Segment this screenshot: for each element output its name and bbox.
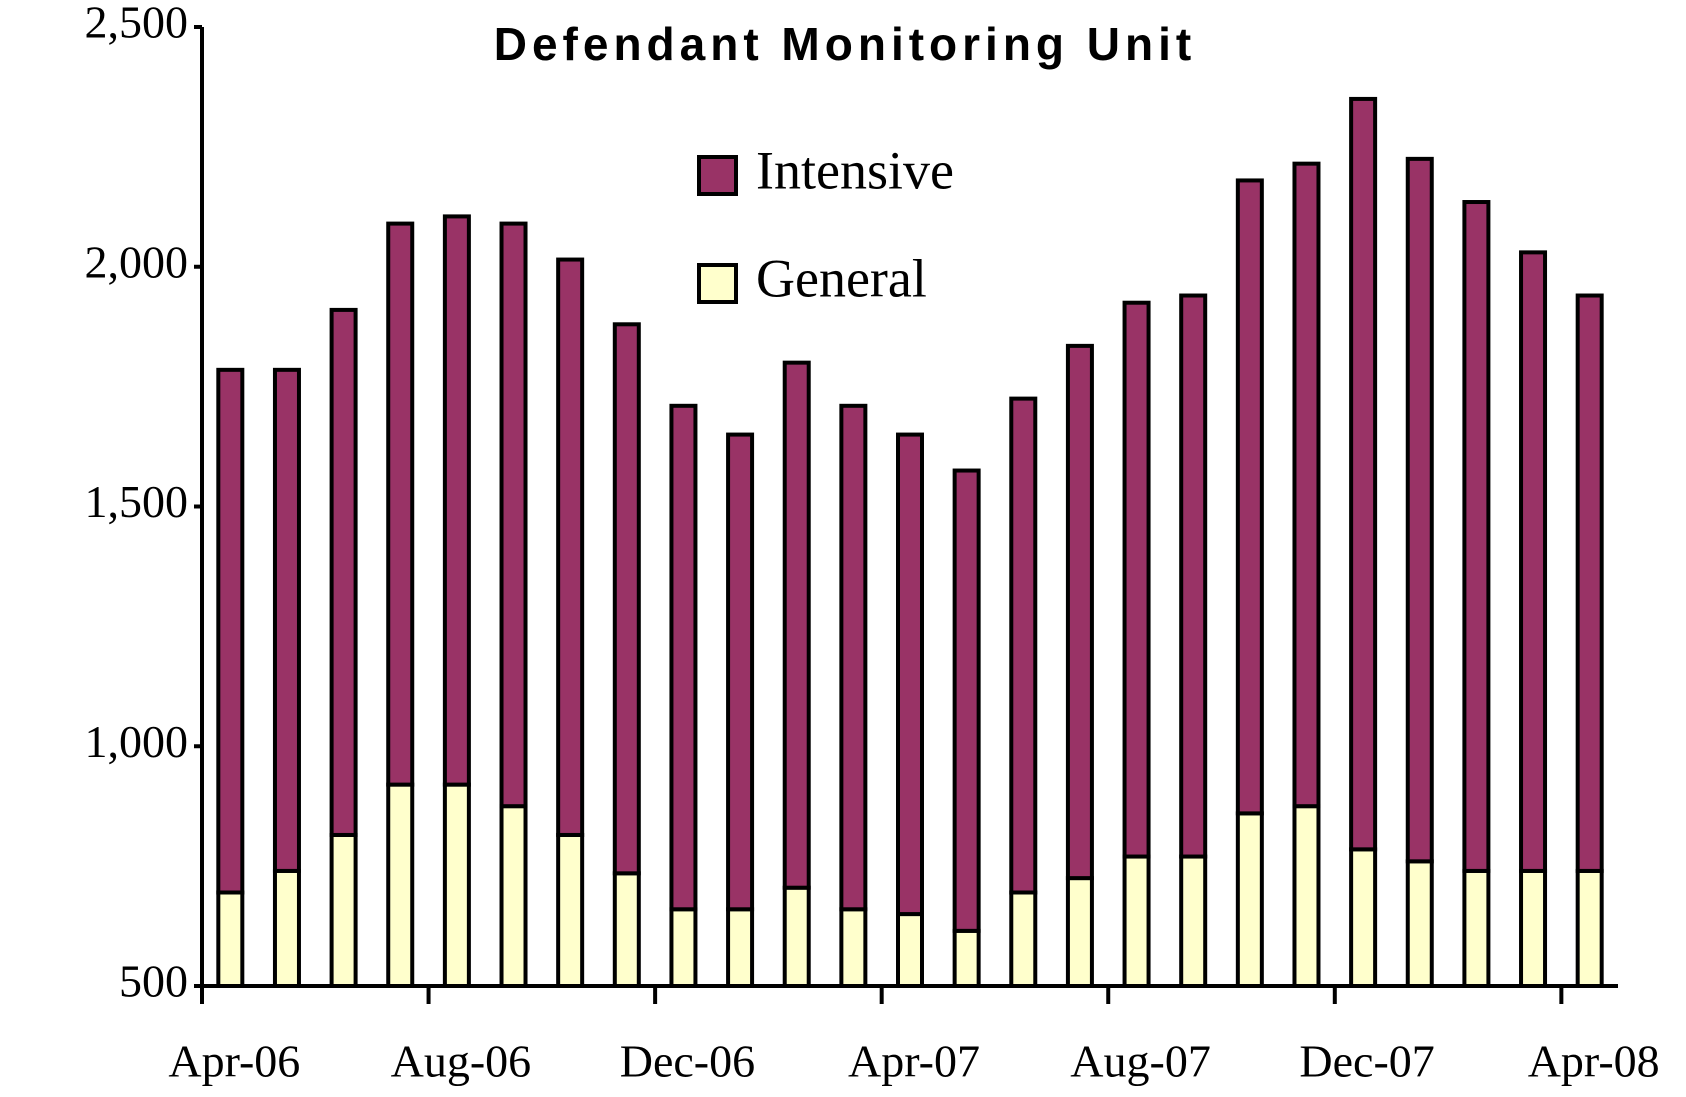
bar-segment: [952, 928, 981, 988]
bar-segment: [1575, 868, 1604, 988]
legend-label: General: [756, 248, 927, 308]
bar-segment: [216, 367, 245, 895]
x-tick-label: Apr-06: [168, 1036, 300, 1087]
bar-segment: [669, 403, 698, 912]
bar-segment: [1235, 178, 1264, 816]
x-tick-label: Aug-07: [1070, 1036, 1211, 1087]
bar-segment: [1519, 250, 1548, 873]
bar-segment: [782, 360, 811, 890]
bar-segment: [669, 907, 698, 989]
x-tick-label: Dec-06: [620, 1036, 755, 1087]
bar-segment: [329, 307, 358, 837]
bar-segment: [782, 885, 811, 989]
x-tick-label: Apr-07: [848, 1036, 980, 1087]
bar-segment: [216, 890, 245, 988]
x-tick-label: Aug-06: [391, 1036, 532, 1087]
bar-segment: [1235, 811, 1264, 988]
bar-segment: [612, 322, 641, 876]
bar-segment: [386, 221, 415, 787]
bar-segment: [1122, 854, 1151, 988]
bar-segment: [386, 782, 415, 988]
chart-title: Defendant Monitoring Unit: [494, 18, 1196, 70]
bar-segment: [726, 432, 755, 912]
bar-segment: [1122, 300, 1151, 859]
bar-segment: [1462, 200, 1491, 873]
y-tick-label: 1,500: [85, 476, 189, 527]
x-tick-label: Apr-08: [1528, 1036, 1660, 1087]
bar-segment: [1519, 868, 1548, 988]
bar-segment: [556, 257, 585, 837]
bar-segment: [499, 221, 528, 809]
bar-segment: [1462, 868, 1491, 988]
bar-segment: [952, 468, 981, 933]
bar-segment: [839, 907, 868, 989]
bar-segment: [272, 367, 301, 873]
bar-segment: [442, 214, 471, 787]
bar-segment: [896, 432, 924, 917]
bar-segment: [1065, 343, 1094, 881]
bar-segment: [1179, 293, 1208, 859]
bar-segment: [1292, 804, 1321, 988]
bar-segment: [612, 871, 641, 989]
bar-segment: [272, 868, 301, 988]
bar-segment: [1179, 854, 1208, 988]
bar-segment: [726, 907, 755, 989]
bar-segment: [1405, 859, 1434, 989]
bar-segment: [896, 912, 924, 989]
bar-segment: [1009, 890, 1038, 988]
bar-segment: [556, 832, 585, 989]
legend-label: Intensive: [756, 140, 954, 200]
bar-segment: [499, 804, 528, 988]
bar-segment: [1405, 156, 1434, 864]
x-tick-label: Dec-07: [1299, 1036, 1434, 1087]
bar-segment: [1575, 293, 1604, 873]
bar-segment: [1349, 96, 1378, 852]
legend-swatch: [697, 263, 738, 304]
bar-segment: [1009, 396, 1038, 895]
bar-segment: [442, 782, 471, 988]
bar-segment: [1292, 161, 1321, 809]
y-tick-label: 500: [119, 956, 188, 1007]
y-tick-label: 2,500: [85, 0, 189, 48]
bar-segment: [329, 832, 358, 989]
y-tick-label: 1,000: [85, 716, 189, 767]
bar-segment: [1065, 876, 1094, 988]
legend-swatch: [697, 155, 738, 196]
y-tick-label: 2,000: [85, 236, 189, 287]
bar-segment: [1349, 847, 1378, 989]
bar-segment: [839, 403, 868, 912]
